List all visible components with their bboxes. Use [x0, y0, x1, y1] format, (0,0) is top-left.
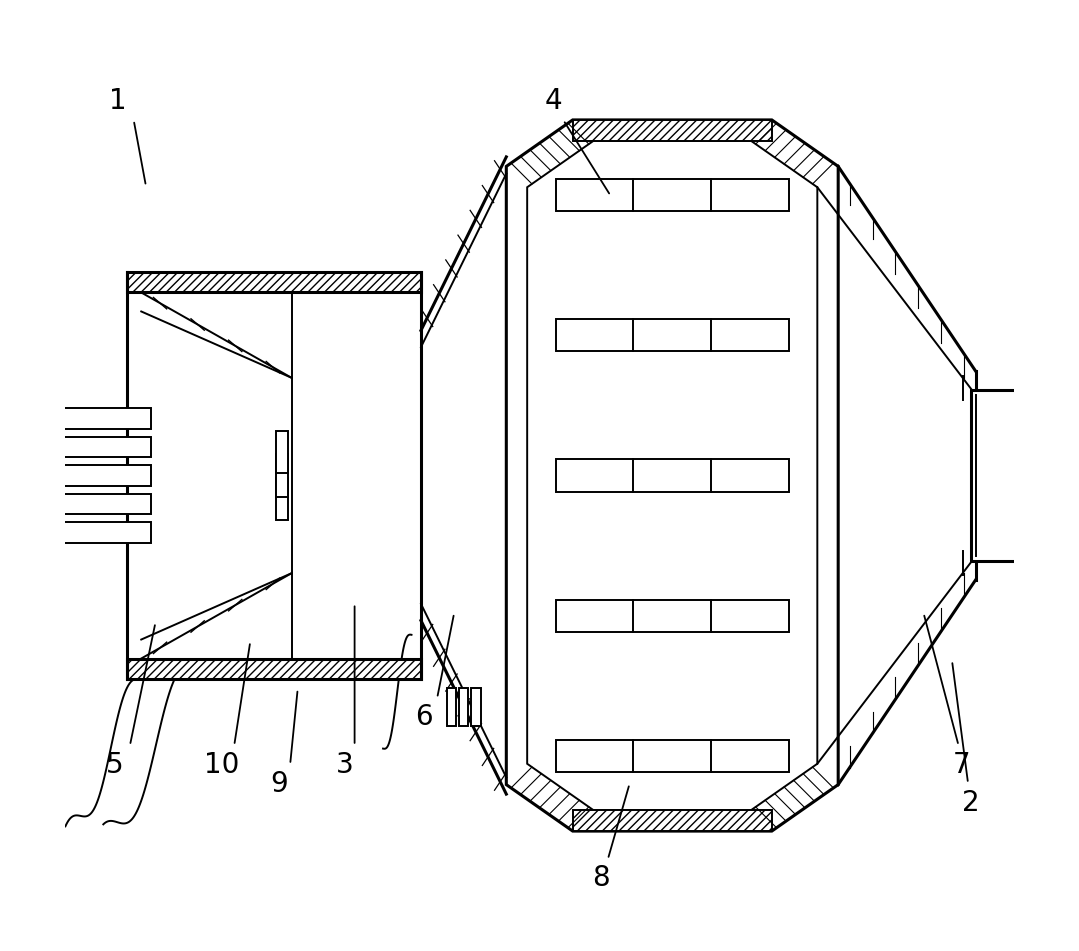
- Text: 4: 4: [545, 87, 562, 115]
- Bar: [556, 600, 789, 632]
- Text: 10: 10: [204, 750, 240, 779]
- Bar: [276, 477, 288, 520]
- Bar: [573, 810, 771, 831]
- Bar: [556, 740, 789, 772]
- Bar: [459, 689, 468, 727]
- Bar: [276, 455, 288, 496]
- Bar: [556, 459, 789, 492]
- Bar: [42, 437, 151, 457]
- Bar: [127, 272, 421, 293]
- Text: 3: 3: [337, 750, 354, 779]
- Bar: [42, 494, 151, 514]
- Bar: [556, 179, 789, 211]
- Bar: [276, 431, 288, 474]
- Text: 5: 5: [106, 750, 123, 779]
- Bar: [556, 319, 789, 351]
- Bar: [127, 658, 421, 679]
- Text: 9: 9: [270, 769, 288, 798]
- Text: 2: 2: [962, 788, 980, 817]
- Polygon shape: [528, 141, 817, 810]
- Text: 7: 7: [953, 750, 970, 779]
- Bar: [42, 465, 151, 486]
- Bar: [573, 120, 771, 141]
- Text: 6: 6: [415, 704, 433, 731]
- Text: 1: 1: [109, 87, 126, 115]
- Bar: [42, 408, 151, 429]
- Bar: [472, 689, 481, 727]
- Bar: [447, 689, 456, 727]
- Bar: [971, 390, 1029, 561]
- Bar: [42, 522, 151, 543]
- Text: 8: 8: [592, 864, 610, 892]
